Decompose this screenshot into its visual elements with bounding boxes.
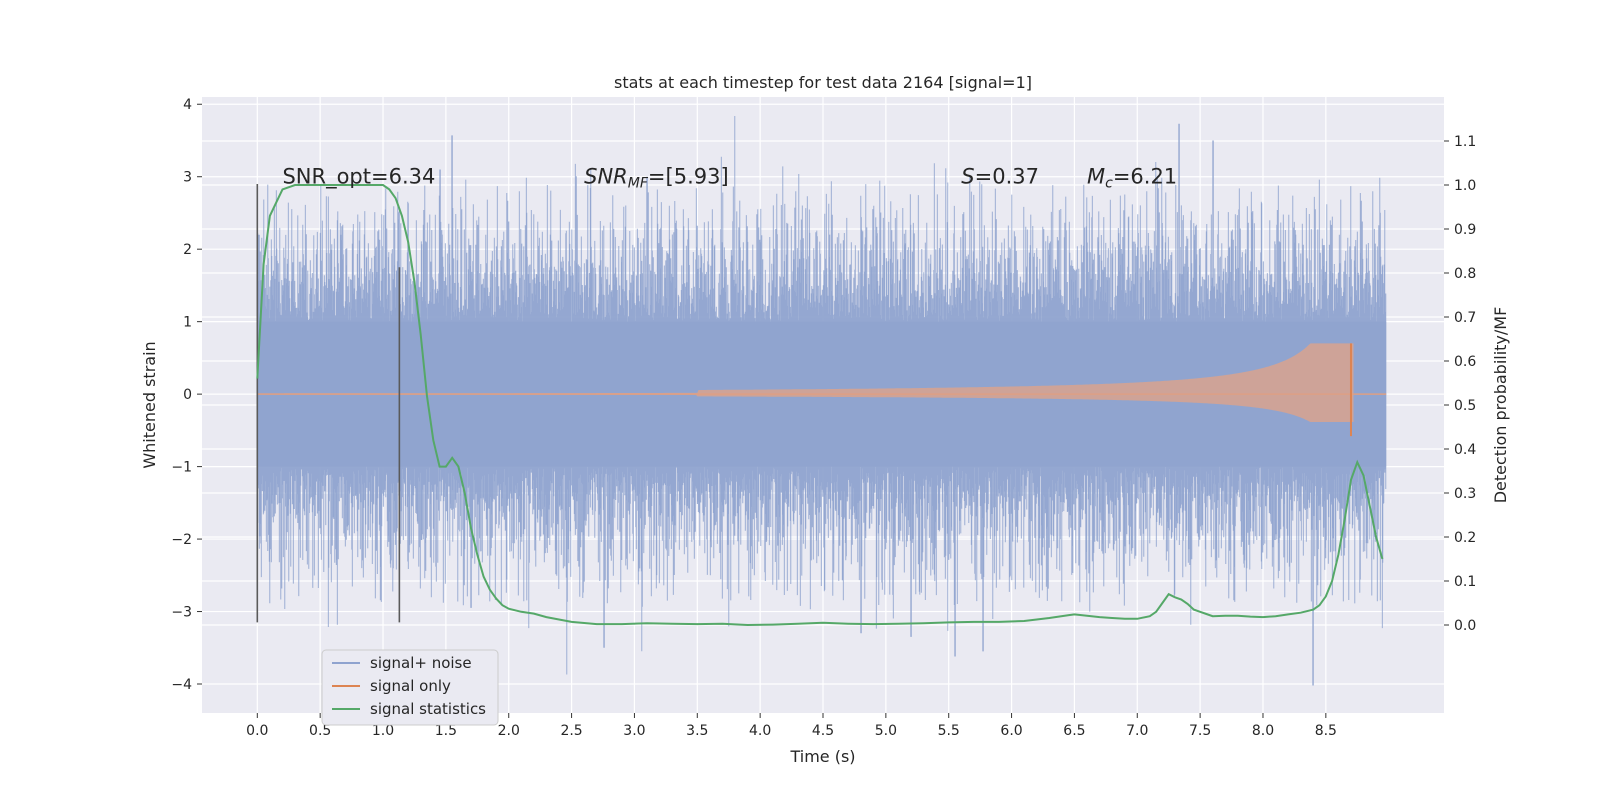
statistics-line [256,184,1384,627]
x-tick-label: 6.0 [1000,723,1022,739]
x-tick-label: 5.0 [875,723,897,739]
x-tick-label: 7.0 [1126,723,1148,739]
x-tick-label: 4.0 [749,723,771,739]
x-tick-label: 3.5 [686,723,708,739]
chart-title: stats at each timestep for test data 216… [614,73,1032,92]
annotations: SNR_opt=6.34 SNRMF=[5.93] S=0.37 Mc=6.21 [282,165,1177,192]
y-tick-label-right: 0.5 [1454,398,1476,414]
series-signal-statistics [256,184,1384,627]
y-tick-label-right: 0.7 [1454,310,1476,326]
ticks: 0.0 0.5 1.0 1.5 2.0 2.5 3.0 3.5 4.0 4.5 5.0 5.5 6.0 6… [171,97,1476,739]
legend-box [321,649,499,726]
x-tick-label: 2.0 [498,723,520,739]
y-tick-label-right: 0.6 [1454,354,1476,370]
signal-chirp-envelope [257,343,1354,422]
x-tick-label: 6.5 [1063,723,1085,739]
x-tick-label: 8.5 [1315,723,1337,739]
x-tick-label: 2.5 [560,723,582,739]
x-axis-label: Time (s) [789,747,855,766]
y-tick-label-right: 0.2 [1454,530,1476,546]
y-tick-label-right: 0.1 [1454,574,1476,590]
vertical-markers [256,183,401,623]
y-tick-label-left: 3 [183,170,192,186]
y-tick-label-left: −3 [171,605,192,621]
y-tick-label-right: 0.0 [1454,618,1476,634]
y-tick-label-left: 2 [183,242,192,258]
legend-label: signal+ noise [370,654,472,672]
legend-label: signal statistics [370,700,486,718]
y-tick-label-left: −1 [171,460,192,476]
annotation: SNR_opt=6.34 [282,165,435,190]
x-tick-label: 0.5 [309,723,331,739]
annotation: Mc=6.21 [1087,165,1177,192]
annotation: SNRMF=[5.93] [584,165,729,192]
y-tick-label-right: 1.1 [1454,134,1476,150]
x-tick-label: 4.5 [812,723,834,739]
x-tick-label: 3.0 [623,723,645,739]
legend-label: signal only [370,677,451,695]
annotation: S=0.37 [961,165,1039,189]
legend: signal+ noise signal only signal statistic… [321,649,499,726]
y-axis-label-right: Detection probability/MF [1491,307,1510,504]
y-tick-label-left: −4 [171,677,192,693]
x-tick-label: 5.5 [938,723,960,739]
y-tick-label-right: 0.9 [1454,222,1476,238]
x-tick-label: 1.0 [372,723,394,739]
y-axis-label-left: Whitened strain [140,341,159,468]
y-tick-label-right: 0.4 [1454,442,1476,458]
y-tick-label-right: 0.8 [1454,266,1476,282]
x-tick-label: 8.0 [1252,723,1274,739]
series-signal-only [257,343,1387,437]
y-tick-label-left: 4 [183,97,192,113]
y-tick-label-left: −2 [171,532,192,548]
y-tick-label-right: 0.3 [1454,486,1476,502]
y-tick-label-right: 1.0 [1454,178,1476,194]
y-tick-label-left: 1 [183,315,192,331]
x-tick-label: 7.5 [1189,723,1211,739]
x-tick-label: 1.5 [435,723,457,739]
y-tick-label-left: 0 [183,387,192,403]
x-tick-label: 0.0 [246,723,268,739]
